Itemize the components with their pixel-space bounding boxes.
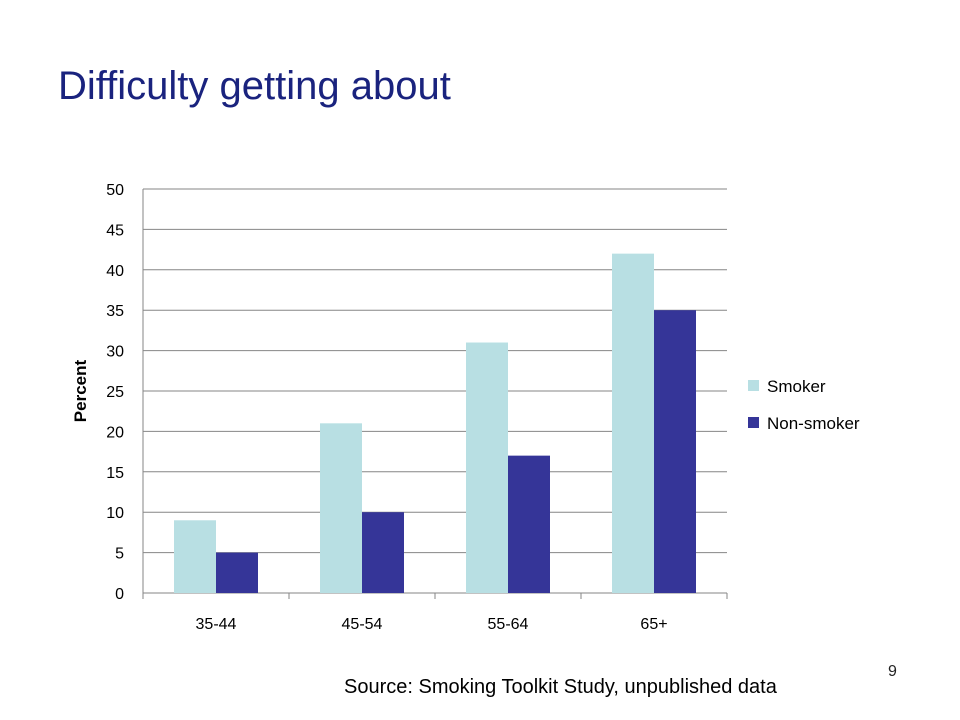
- page-number: 9: [888, 663, 897, 680]
- y-axis-title: Percent: [71, 359, 90, 422]
- y-tick-label: 40: [106, 263, 124, 280]
- legend-label: Non-smoker: [767, 414, 860, 433]
- bar-smoker: [466, 342, 508, 593]
- x-tick-label: 55-64: [488, 616, 529, 633]
- y-tick-label: 45: [106, 222, 124, 239]
- y-tick-label: 25: [106, 384, 124, 401]
- y-tick-label: 10: [106, 505, 124, 522]
- bar-non-smoker: [216, 552, 258, 593]
- y-tick-label: 35: [106, 303, 124, 320]
- y-tick-label: 5: [115, 546, 124, 563]
- y-tick-label: 50: [106, 182, 124, 199]
- y-tick-label: 0: [115, 586, 124, 603]
- y-tick-label: 15: [106, 465, 124, 482]
- legend-label: Smoker: [767, 377, 826, 396]
- bar-non-smoker: [362, 512, 404, 593]
- bar-smoker: [174, 520, 216, 593]
- source-note: Source: Smoking Toolkit Study, unpublish…: [344, 676, 777, 698]
- y-tick-label: 20: [106, 424, 124, 441]
- x-tick-label: 65+: [640, 616, 667, 633]
- bar-non-smoker: [654, 310, 696, 593]
- bar-non-smoker: [508, 455, 550, 593]
- legend-swatch: [748, 417, 759, 428]
- legend-swatch: [748, 380, 759, 391]
- x-tick-label: 45-54: [342, 616, 383, 633]
- bar-smoker: [612, 253, 654, 593]
- slide-title: Difficulty getting about: [58, 64, 451, 108]
- x-tick-label: 35-44: [196, 616, 237, 633]
- y-tick-label: 30: [106, 344, 124, 361]
- bar-smoker: [320, 423, 362, 593]
